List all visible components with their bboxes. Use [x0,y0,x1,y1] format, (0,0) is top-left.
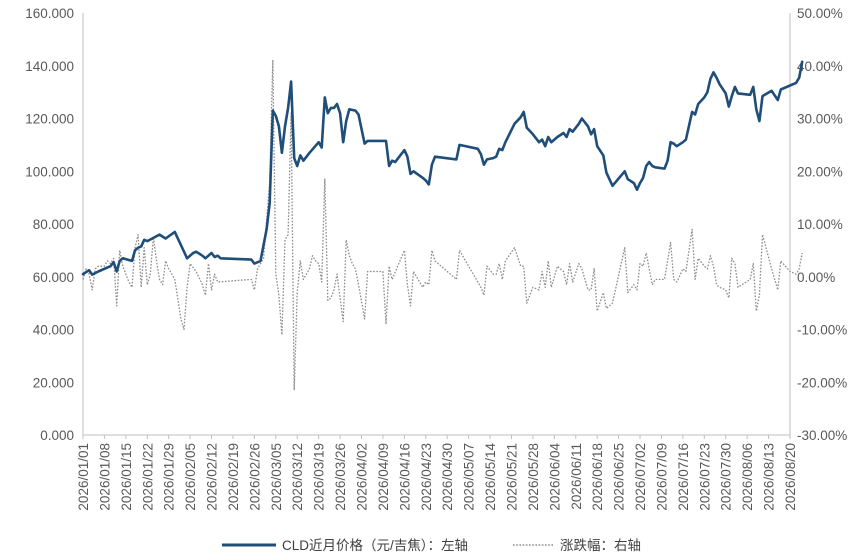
right-y-tick-label: -20.00% [797,375,847,390]
x-tick-label: 2026/04/09 [376,443,391,511]
x-tick-label: 2026/02/19 [226,443,241,511]
x-tick-label: 2026/07/23 [697,443,712,511]
x-tick-label: 2026/07/09 [654,443,669,511]
x-tick-label: 2026/02/05 [183,443,198,511]
x-tick-label: 2026/05/21 [504,443,519,511]
x-tick-label: 2026/06/04 [547,443,562,511]
x-tick-label: 2026/01/01 [76,443,91,511]
right-y-tick-label: 20.00% [797,164,843,179]
axes [82,13,791,436]
right-y-tick-label: 0.00% [797,270,835,285]
x-tick-label: 2026/06/18 [590,443,605,511]
x-tick-label: 2026/07/02 [633,443,648,511]
x-tick-label: 2026/04/16 [397,443,412,511]
x-tick-label: 2026/07/30 [719,443,734,511]
left-y-tick-label: 120.000 [25,112,74,127]
left-y-tick-label: 60.000 [33,270,74,285]
x-tick-label: 2026/03/12 [290,443,305,511]
x-tick-label: 2026/03/26 [333,443,348,511]
right-y-tick-label: -30.00% [797,428,847,443]
x-tick-label: 2026/01/22 [140,443,155,511]
series-lines [81,59,804,391]
x-tick-label: 2026/04/30 [440,443,455,511]
x-tick-label: 2026/04/02 [355,443,370,511]
x-tick-label: 2026/05/14 [483,443,498,511]
left-y-tick-label: 100.000 [25,164,74,179]
x-tick-label: 2026/08/13 [762,443,777,511]
right-y-tick-label: 10.00% [797,217,843,232]
left-y-tick-labels: 0.000 20.000 40.000 60.000 80.000 100.000 120.… [25,6,74,443]
price-line [81,60,804,276]
legend-change-label: 涨跌幅：右轴 [560,538,641,553]
right-y-tick-label: -10.00% [797,323,847,338]
x-tick-label: 2026/04/23 [419,443,434,511]
left-y-tick-label: 20.000 [33,375,74,390]
change-pct-line [82,59,803,391]
x-tick-label: 2026/06/25 [612,443,627,511]
x-tick-label: 2026/06/11 [569,443,584,510]
left-y-tick-label: 0.000 [40,428,74,443]
x-tick-labels: 2026/01/01 2026/01/08 2026/01/15 2026/01/22… [76,435,798,511]
x-tick-label: 2026/02/26 [247,443,262,511]
right-y-tick-label: 30.00% [797,112,843,127]
legend: CLD近月价格（元/吉焦）：左轴 涨跌幅：右轴 [222,538,641,553]
left-y-tick-label: 140.000 [25,59,74,74]
x-tick-label: 2026/03/05 [269,443,284,511]
x-tick-label: 2026/08/20 [783,443,798,511]
right-y-tick-labels: -30.00% -20.00% -10.00% 0.00% 10.00% 20.00% 30… [797,6,847,443]
left-y-tick-label: 40.000 [33,323,74,338]
left-y-tick-label: 160.000 [25,6,74,21]
x-tick-label: 2026/01/08 [97,443,112,511]
x-tick-label: 2026/01/15 [119,443,134,511]
x-tick-label: 2026/07/16 [676,443,691,511]
x-tick-label: 2026/08/06 [740,443,755,511]
right-y-tick-label: 50.00% [797,6,843,21]
x-tick-label: 2026/05/28 [526,443,541,511]
x-tick-label: 2026/05/07 [462,443,477,511]
right-y-tick-label: 40.00% [797,59,843,74]
legend-price-label: CLD近月价格（元/吉焦）：左轴 [282,538,468,553]
x-tick-label: 2026/01/29 [162,443,177,511]
left-y-tick-label: 80.000 [33,217,74,232]
x-tick-label: 2026/02/12 [205,443,220,511]
x-tick-label: 2026/03/19 [312,443,327,511]
